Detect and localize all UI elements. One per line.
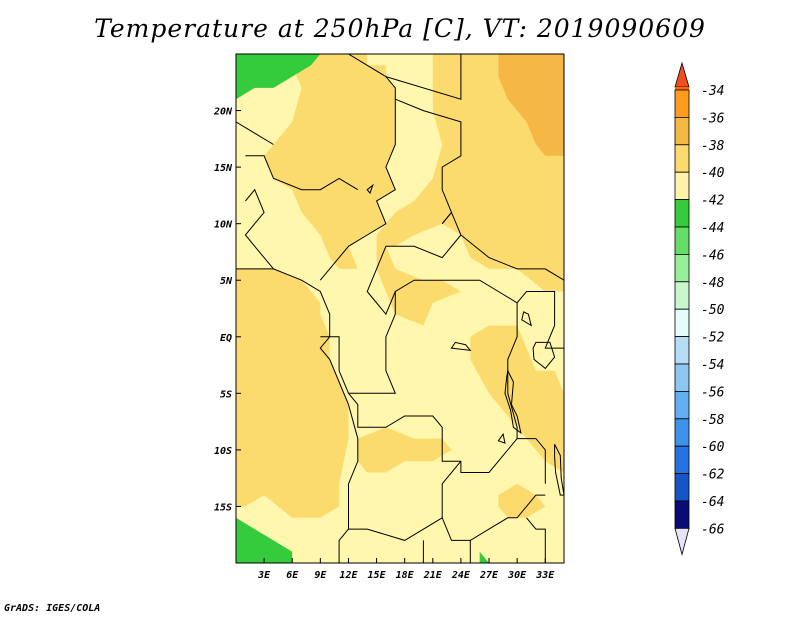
temperature-region-0	[264, 54, 396, 269]
lon-tick-label: 24E	[451, 570, 471, 581]
lon-tick-label: 27E	[479, 570, 499, 581]
colorbar-label: -54	[701, 358, 724, 373]
colorbar-box	[674, 336, 690, 365]
colorbar-label: -62	[701, 468, 725, 483]
colorbar-label: -42	[701, 194, 725, 209]
colorbar-box	[674, 117, 690, 146]
temperature-region-4	[470, 325, 564, 473]
colorbar-box	[674, 418, 690, 447]
temperature-fields	[236, 54, 564, 563]
temperature-region-8	[236, 517, 293, 563]
temperature-region-3	[357, 427, 452, 473]
colorbar-top-band	[675, 87, 689, 90]
colorbar-label: -40	[701, 166, 725, 181]
lon-tick-label: 18E	[396, 570, 415, 581]
border-line-6	[516, 291, 564, 349]
border-line-13	[526, 517, 546, 563]
colorbar-label: -66	[701, 522, 725, 537]
colorbar-box	[674, 445, 690, 475]
border-line-0	[319, 54, 396, 281]
longitude-axis: 3E 6E 9E 12E 15E 18E 21E 24E 27E 30E 33E	[257, 558, 555, 581]
border-line-7	[320, 291, 397, 394]
country-borders	[236, 54, 564, 563]
colorbar-label: -36	[701, 111, 725, 126]
colorbar-label: -60	[701, 440, 725, 455]
colorbar-label: -34	[701, 84, 724, 99]
border-line-17	[236, 121, 274, 145]
lat-tick-label: 15N	[214, 163, 233, 174]
colorbar-box	[674, 226, 690, 255]
colorbar-box	[674, 199, 690, 228]
colorbar-box	[674, 500, 690, 529]
colorbar-box	[674, 89, 690, 118]
lat-tick-label: 10S	[214, 446, 232, 457]
lon-tick-label: 3E	[257, 570, 271, 581]
temperature-region-7	[236, 54, 321, 100]
lake-6	[497, 432, 506, 444]
border-line-4	[366, 234, 518, 316]
temperature-region-6	[498, 54, 564, 156]
grads-credit: GrADS: IGES/COLA	[4, 603, 101, 614]
border-line-9	[441, 460, 546, 541]
colorbar-box	[674, 144, 690, 173]
lake-2	[554, 443, 564, 496]
border-line-14	[236, 268, 359, 563]
border-line-2	[395, 98, 462, 225]
colorbar-top-arrow	[674, 61, 690, 88]
border-line-10	[348, 517, 443, 541]
colorbar-label: -56	[701, 385, 725, 400]
colorbar-label: -46	[701, 248, 725, 263]
colorbar-box	[674, 281, 690, 310]
colorbar-label: -38	[701, 139, 725, 154]
latitude-axis: 20N 15N 10N 5N EQ 5S 10S 15S	[213, 107, 241, 513]
lon-tick-label: 12E	[339, 570, 358, 581]
border-line-3	[441, 211, 564, 281]
lon-tick-label: 15E	[368, 570, 387, 581]
lon-tick-label: 21E	[423, 570, 443, 581]
temperature-region-2	[236, 268, 349, 518]
lon-tick-label: 9E	[314, 570, 327, 581]
lat-tick-label: 20N	[213, 107, 233, 118]
colorbar-bottom-arrow	[674, 528, 690, 556]
colorbar-box	[674, 171, 690, 200]
map-title: Temperature at 250hPa [C], VT: 201909060…	[94, 14, 706, 43]
colorbar-label: -44	[701, 221, 724, 236]
lat-tick-label: 15S	[214, 502, 232, 513]
lake-3	[521, 311, 532, 327]
border-line-15	[244, 188, 274, 270]
lat-tick-label: 5N	[220, 276, 233, 287]
temperature-region-5	[498, 483, 546, 518]
colorbar-box	[674, 473, 690, 502]
lon-tick-label: 33E	[535, 570, 555, 581]
colorbar-label: -48	[701, 276, 725, 291]
colorbar-box	[674, 308, 690, 338]
lon-tick-label: 6E	[286, 570, 299, 581]
lat-tick-label: 10N	[214, 220, 233, 231]
temperature-region-1	[376, 54, 564, 326]
lat-tick-label: 5S	[220, 389, 232, 400]
border-line-5	[507, 302, 546, 484]
lake-outlines	[366, 183, 564, 496]
border-line-8	[348, 392, 518, 473]
colorbar-label: -50	[701, 303, 725, 318]
colorbar-label: -64	[701, 495, 724, 510]
colorbar-label: -52	[701, 331, 725, 346]
lat-tick-label: EQ	[220, 333, 232, 344]
lake-5	[450, 341, 472, 352]
lake-0	[504, 369, 522, 435]
colorbar-label: -58	[701, 413, 725, 428]
map-frame	[235, 53, 565, 564]
border-line-1	[385, 54, 462, 100]
colorbar-box	[674, 390, 690, 420]
border-line-16	[245, 155, 359, 191]
colorbar-box	[674, 363, 690, 392]
lon-tick-label: 30E	[507, 570, 527, 581]
lake-4	[366, 183, 374, 195]
lake-1	[532, 341, 556, 370]
temperature-region-9	[479, 551, 489, 563]
colorbar-box	[674, 253, 690, 283]
